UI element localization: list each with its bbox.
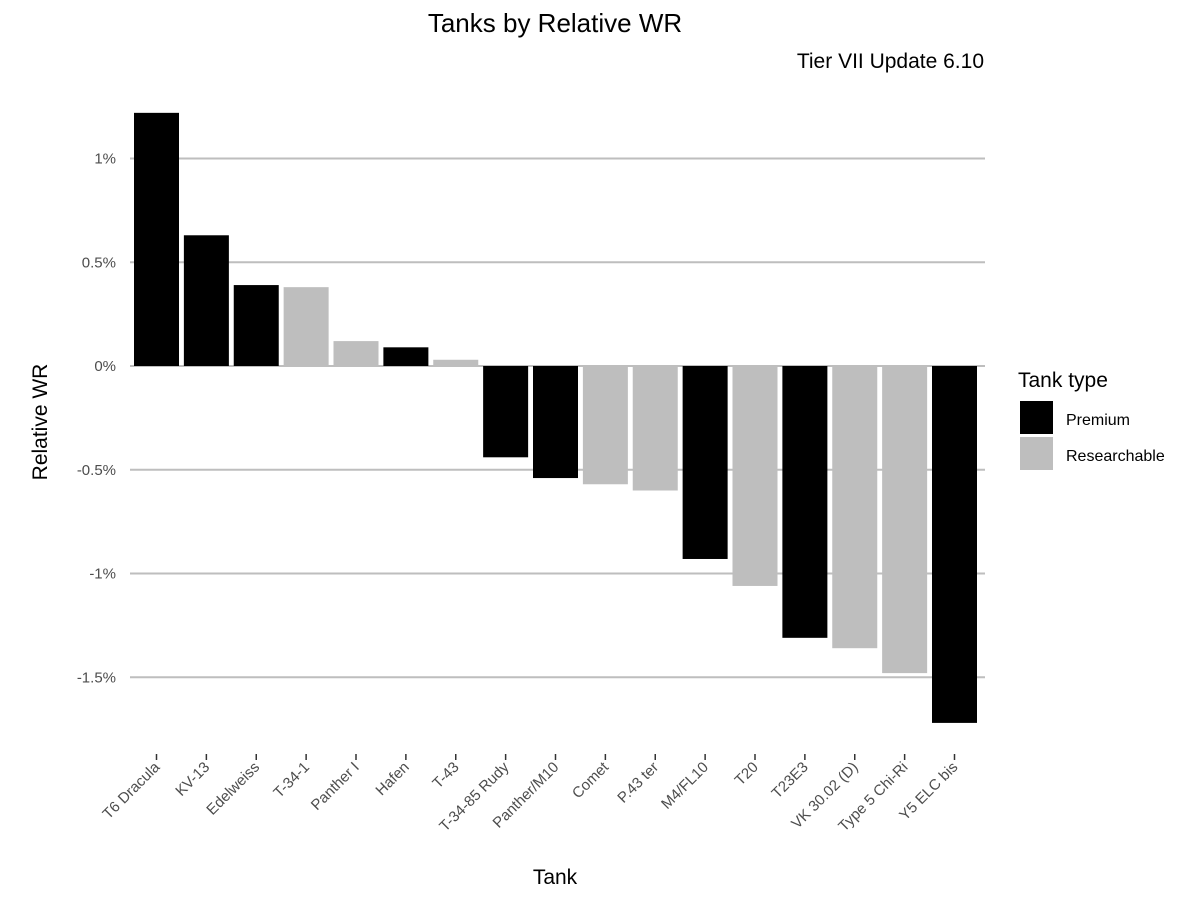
y-tick-label: 0.5% xyxy=(82,254,116,271)
legend-key-premium xyxy=(1020,401,1053,434)
bar xyxy=(582,366,628,485)
x-axis-title: Tank xyxy=(533,866,578,889)
x-tick-label: Panther I xyxy=(308,759,363,814)
bar xyxy=(632,366,678,491)
legend-label-researchable: Researchable xyxy=(1066,448,1165,465)
bar xyxy=(732,366,778,586)
y-tick-label: -0.5% xyxy=(77,462,116,479)
bars xyxy=(134,112,977,723)
x-tick-label: Edelweiss xyxy=(203,759,263,819)
legend: Tank type Premium Researchable xyxy=(1018,369,1165,470)
x-tick-label: T-43 xyxy=(429,759,462,792)
x-tick-label: Hafen xyxy=(372,759,412,799)
x-tick-label: M4/FL10 xyxy=(658,759,712,813)
bar xyxy=(832,366,878,649)
bar xyxy=(932,366,977,723)
chart-subtitle: Tier VII Update 6.10 xyxy=(797,50,984,73)
bar xyxy=(433,359,479,366)
bar xyxy=(134,112,179,366)
x-tick-label: P.43 ter xyxy=(614,759,662,807)
y-tick-label: 1% xyxy=(94,151,116,168)
legend-title: Tank type xyxy=(1018,369,1108,392)
x-tick-label: KV-13 xyxy=(172,759,213,800)
bar xyxy=(383,347,429,366)
x-tick-label: T23E3 xyxy=(768,759,811,802)
y-tick-label: -1.5% xyxy=(77,669,116,686)
y-tick-label: 0% xyxy=(94,358,116,375)
y-axis: 1% 0.5% 0% -0.5% -1% -1.5% xyxy=(77,151,116,687)
bar xyxy=(333,341,379,366)
legend-key-researchable xyxy=(1020,437,1053,470)
bar xyxy=(882,366,928,674)
bar xyxy=(533,366,578,479)
x-tick-label: T-34-1 xyxy=(270,759,313,802)
bar xyxy=(782,366,828,638)
bar xyxy=(283,287,329,366)
bar xyxy=(682,366,728,559)
y-axis-title: Relative WR xyxy=(29,364,52,481)
x-tick-label: T6 Dracula xyxy=(99,758,163,822)
bar xyxy=(183,235,229,366)
x-tick-label: T20 xyxy=(732,759,762,789)
x-tick-label: Comet xyxy=(569,758,613,802)
y-tick-label: -1% xyxy=(89,566,116,583)
bar xyxy=(483,366,529,458)
chart-title: Tanks by Relative WR xyxy=(428,8,682,38)
bar xyxy=(233,285,279,366)
legend-label-premium: Premium xyxy=(1066,412,1130,429)
